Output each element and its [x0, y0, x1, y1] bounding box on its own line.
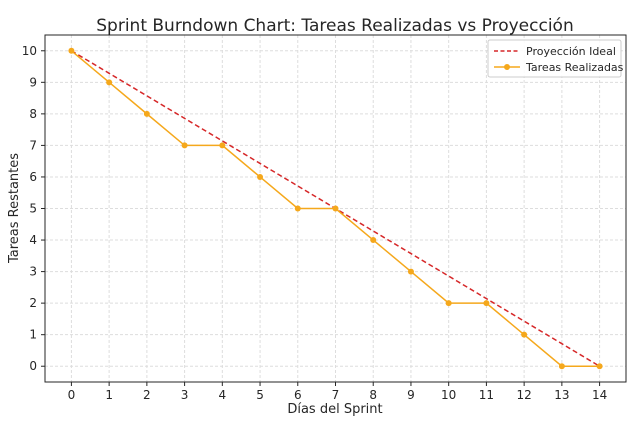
y-tick-label: 7 [29, 138, 37, 152]
realized-point [558, 363, 565, 370]
y-tick-label: 8 [29, 107, 37, 121]
x-tick-label: 6 [294, 388, 302, 402]
x-tick-label: 3 [181, 388, 189, 402]
y-tick-label: 5 [29, 202, 37, 216]
x-tick-label: 0 [68, 388, 76, 402]
x-tick-label: 8 [369, 388, 377, 402]
x-tick-label: 7 [332, 388, 340, 402]
y-tick-label: 2 [29, 296, 37, 310]
realized-point [294, 205, 301, 212]
y-axis-label: Tareas Restantes [7, 153, 22, 264]
x-tick-label: 14 [592, 388, 607, 402]
x-tick-label: 10 [441, 388, 456, 402]
legend: Proyección Ideal Tareas Realizadas [487, 39, 624, 78]
y-tick-label: 0 [29, 359, 37, 373]
realized-point [407, 268, 414, 275]
x-tick-label: 9 [407, 388, 415, 402]
realized-point [332, 205, 339, 212]
y-tick-label: 4 [29, 233, 37, 247]
x-tick-label: 13 [554, 388, 569, 402]
realized-point [370, 237, 377, 244]
legend-realizadas-label: Tareas Realizadas [525, 61, 624, 74]
y-tick-label: 9 [29, 75, 37, 89]
x-tick-label: 2 [143, 388, 151, 402]
realized-point [68, 47, 75, 54]
y-tick-label: 1 [29, 328, 37, 342]
legend-realizadas-marker [504, 64, 510, 70]
realized-point [483, 300, 490, 307]
x-tick-label: 11 [479, 388, 494, 402]
legend-ideal-label: Proyección Ideal [526, 45, 616, 58]
x-tick-label: 12 [516, 388, 531, 402]
chart-title: Sprint Burndown Chart: Tareas Realizadas… [96, 16, 574, 36]
realized-point [106, 79, 113, 86]
realized-point [596, 363, 603, 370]
realized-point [445, 300, 452, 307]
x-tick-label: 5 [256, 388, 264, 402]
y-tick-label: 6 [29, 170, 37, 184]
y-tick-label: 3 [29, 265, 37, 279]
realized-point [219, 142, 226, 149]
x-tick-label: 1 [105, 388, 113, 402]
y-tick-label: 10 [22, 44, 37, 58]
realized-point [521, 331, 528, 338]
realized-point [257, 173, 264, 180]
x-tick-label: 4 [218, 388, 226, 402]
realized-point [143, 110, 150, 117]
series [68, 47, 603, 370]
realized-point [181, 142, 188, 149]
grid [45, 35, 626, 382]
x-axis-label: Días del Sprint [287, 402, 382, 417]
plot-frame [44, 34, 627, 383]
